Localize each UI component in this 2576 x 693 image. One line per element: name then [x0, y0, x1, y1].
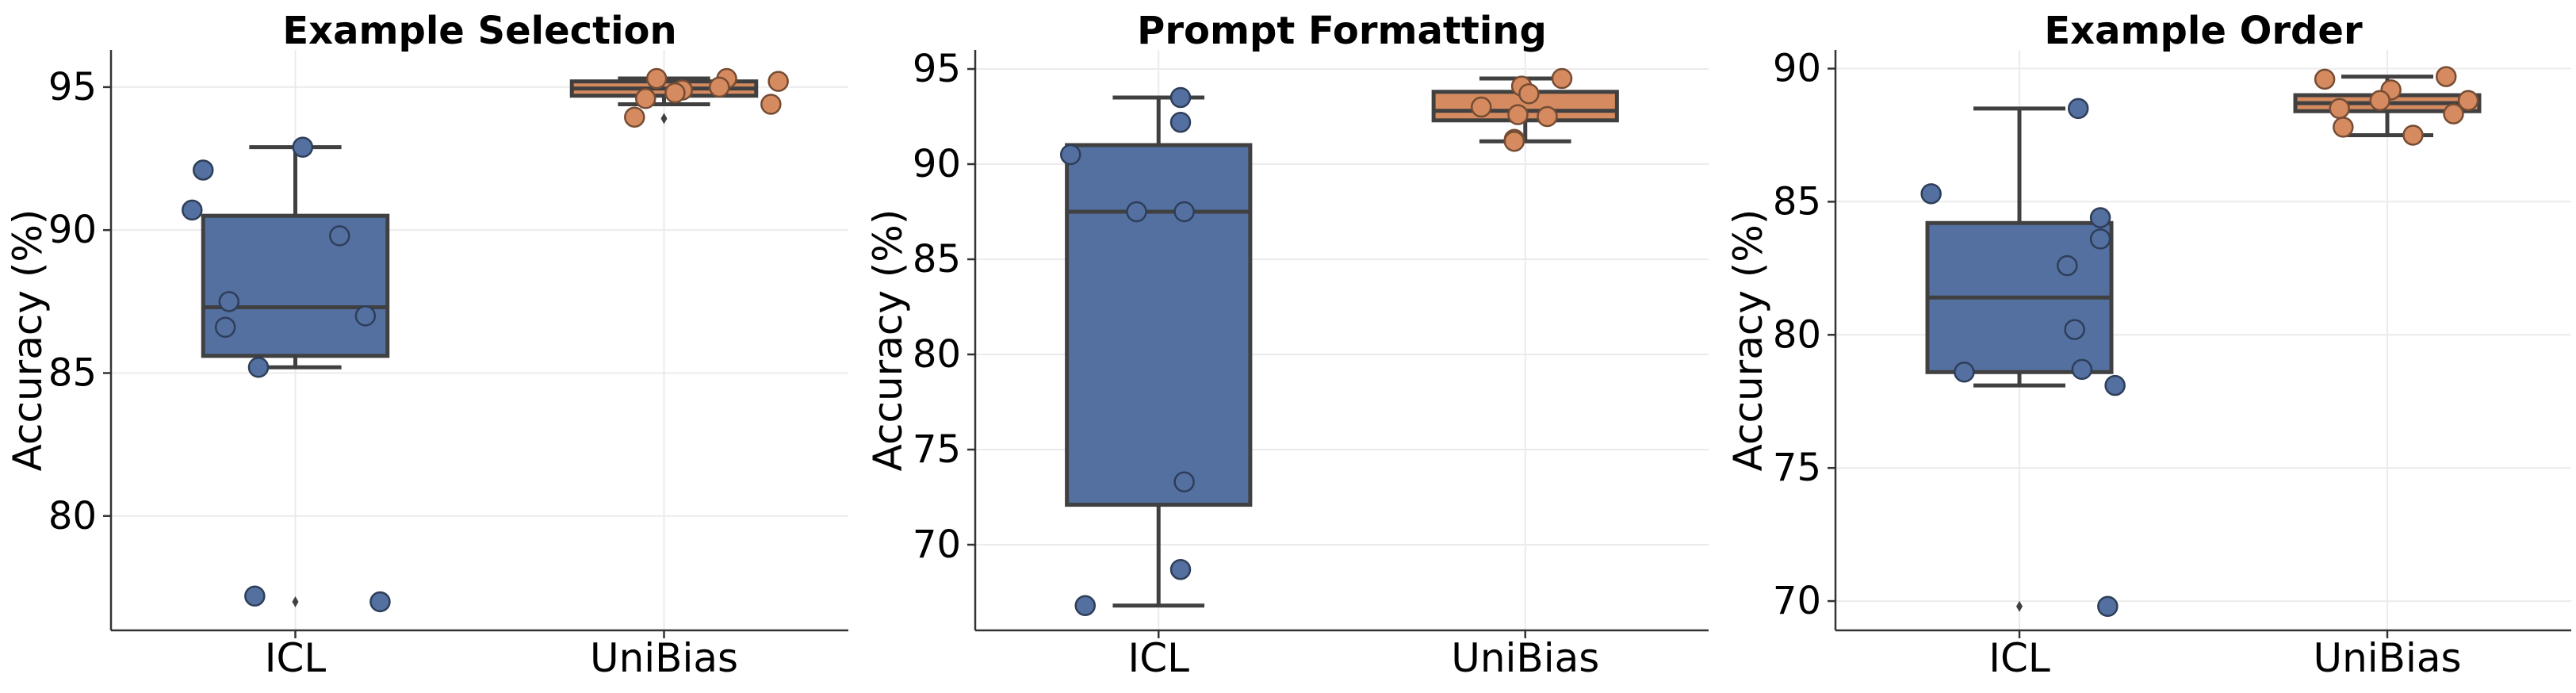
y-tick-label: 90: [1773, 47, 1821, 91]
y-axis-label: Accuracy (%): [1725, 209, 1771, 472]
data-point: [1175, 202, 1194, 221]
x-category-label: UniBias: [2313, 635, 2461, 681]
data-point: [293, 138, 312, 157]
data-point: [1175, 473, 1194, 492]
x-category-label: ICL: [1127, 635, 1189, 681]
data-point: [356, 306, 375, 325]
data-point: [2403, 125, 2422, 144]
data-point: [1538, 107, 1557, 126]
panel-2: 70 75 80 85 90 95 ICL UniBias Prompt Formatting A…: [865, 9, 1709, 681]
y-tick-label: 95: [913, 47, 961, 91]
y-tick-label: 85: [913, 237, 961, 281]
panel-title: Example Selection: [282, 9, 676, 53]
y-tick-label: 70: [913, 523, 961, 567]
data-point: [2073, 360, 2092, 379]
panel-3: 70 75 80 85 90 ICL UniBias Example Order Accurac…: [1725, 9, 2571, 681]
data-point: [1954, 362, 1973, 381]
data-point: [2106, 376, 2125, 395]
y-tick-label: 90: [48, 208, 97, 252]
data-point: [220, 292, 239, 311]
data-point: [2436, 67, 2455, 86]
data-point: [1509, 105, 1528, 124]
data-point: [665, 83, 684, 102]
data-point: [1519, 84, 1538, 103]
data-point: [182, 201, 201, 220]
data-point: [1171, 113, 1190, 132]
data-point: [1061, 145, 1080, 164]
y-axis-label: Accuracy (%): [5, 209, 51, 472]
y-tick-label: 90: [913, 142, 961, 186]
panel-title: Example Order: [2044, 9, 2363, 53]
x-category-label: ICL: [265, 635, 327, 681]
y-tick-label: 75: [913, 427, 961, 472]
data-point: [1922, 184, 1941, 203]
data-point: [1505, 132, 1524, 151]
y-tick-label: 85: [1773, 179, 1821, 224]
points-icl: [182, 138, 389, 611]
y-tick-label: 80: [913, 332, 961, 377]
data-point: [2330, 99, 2349, 118]
data-point: [2315, 70, 2334, 89]
box-body: [1067, 145, 1250, 505]
data-point: [2098, 597, 2117, 616]
data-point: [2069, 99, 2088, 118]
panel-title: Prompt Formatting: [1137, 9, 1547, 53]
y-tick-label: 75: [1773, 446, 1821, 490]
x-category-label: UniBias: [1451, 635, 1599, 681]
x-category-label: ICL: [1988, 635, 2050, 681]
data-point: [1171, 88, 1190, 107]
data-point: [193, 160, 212, 179]
data-point: [1076, 596, 1095, 615]
data-point: [2333, 117, 2352, 136]
y-tick-label: 85: [48, 350, 97, 395]
data-point: [2444, 105, 2463, 124]
data-point: [636, 89, 655, 108]
y-tick-label: 95: [48, 65, 97, 109]
data-point: [216, 318, 235, 337]
box-icl: [1067, 98, 1250, 606]
outlier-marker: [2016, 601, 2023, 612]
y-tick-label: 80: [48, 494, 97, 538]
data-point: [647, 69, 666, 88]
data-point: [625, 108, 644, 127]
outlier-marker: [293, 596, 299, 607]
data-point: [1171, 560, 1190, 579]
y-tick-label: 70: [1773, 579, 1821, 623]
data-point: [330, 226, 349, 245]
data-point: [245, 587, 264, 606]
data-point: [2065, 320, 2084, 339]
y-tick-label: 80: [1773, 312, 1821, 357]
outlier-marker: [661, 113, 668, 124]
data-point: [249, 358, 268, 377]
data-point: [1472, 98, 1491, 117]
data-point: [2091, 209, 2110, 228]
data-point: [1552, 69, 1571, 88]
data-point: [2057, 256, 2076, 275]
data-point: [761, 95, 780, 114]
data-point: [2371, 91, 2390, 110]
data-point: [370, 592, 389, 611]
data-point: [1127, 202, 1146, 221]
y-axis-label: Accuracy (%): [865, 209, 911, 472]
x-category-label: UniBias: [590, 635, 738, 681]
panel-1: 80 85 90 95 ICL UniBias Example Selection Accur…: [5, 9, 848, 681]
data-point: [710, 78, 729, 97]
data-point: [769, 72, 788, 91]
data-point: [2091, 229, 2110, 248]
